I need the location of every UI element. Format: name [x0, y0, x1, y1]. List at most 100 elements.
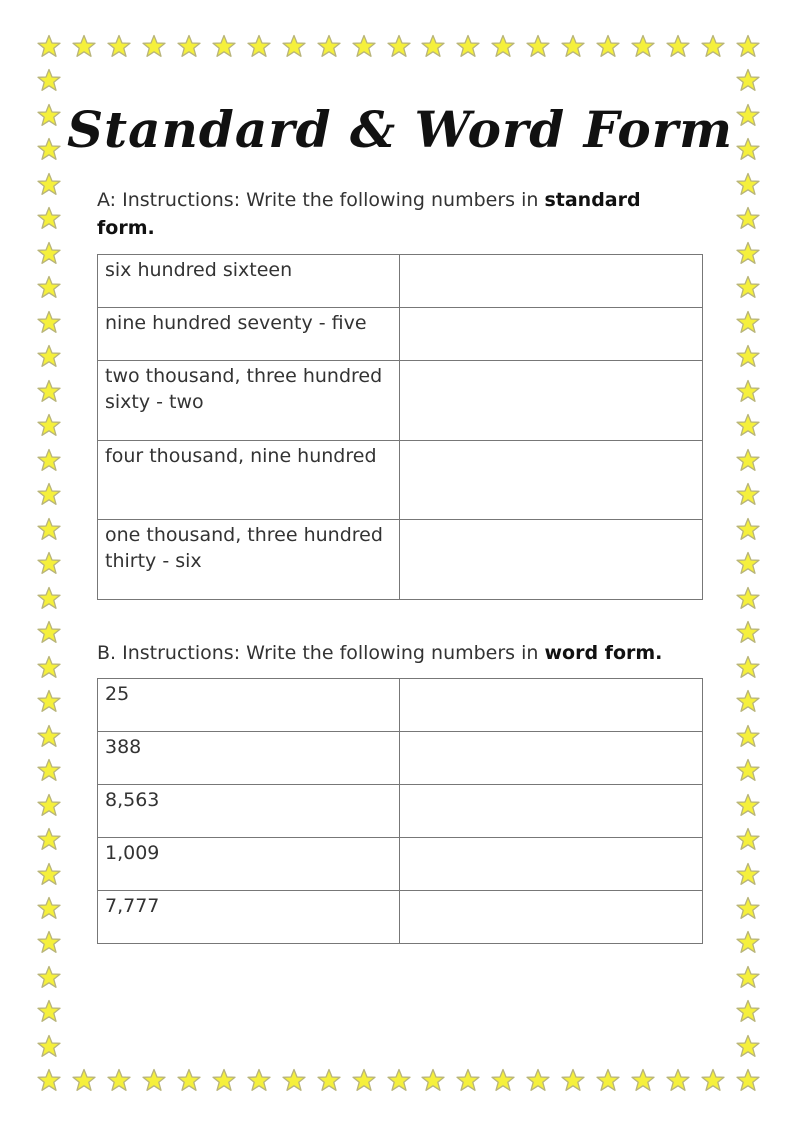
star-icon [107, 34, 131, 57]
instructions-text: B. Instructions: Write the following num… [97, 642, 545, 664]
star-icon [736, 931, 760, 954]
prompt-cell: 7,777 [97, 890, 400, 944]
table-row: two thousand, three hundred sixty - two [97, 360, 703, 441]
star-icon [736, 862, 760, 885]
prompt-cell: 388 [97, 731, 400, 785]
star-icon [736, 69, 760, 92]
star-icon [491, 1068, 515, 1091]
star-icon [142, 1068, 166, 1091]
star-icon [701, 34, 725, 57]
star-icon [736, 103, 760, 126]
star-icon [37, 138, 61, 161]
star-icon [37, 1000, 61, 1023]
star-icon [177, 34, 201, 57]
prompt-cell: 8,563 [97, 784, 400, 838]
star-icon [37, 931, 61, 954]
star-icon [37, 241, 61, 264]
page-title: Standard & Word Form [66, 100, 734, 159]
star-icon [736, 483, 760, 506]
answer-cell[interactable] [399, 519, 703, 600]
table-row: 388 [97, 731, 703, 785]
star-icon [107, 1068, 131, 1091]
star-icon [37, 827, 61, 850]
star-icon [37, 34, 61, 57]
star-icon [631, 34, 655, 57]
star-icon [37, 793, 61, 816]
star-icon [37, 965, 61, 988]
star-icon [281, 34, 306, 57]
star-icon [247, 34, 271, 57]
instructions-bold: word form. [544, 642, 663, 664]
star-icon [142, 34, 166, 57]
star-icon [37, 621, 61, 644]
prompt-cell: one thousand, three hundred thirty - six [97, 519, 400, 600]
star-icon [72, 34, 96, 57]
table-row: one thousand, three hundred thirty - six [97, 519, 703, 600]
instructions-bold: standard form. [97, 189, 641, 239]
section-a-table: six hundred sixteen nine hundred seventy … [97, 254, 703, 600]
star-icon [37, 310, 61, 333]
star-icon [212, 1068, 236, 1091]
star-icon [736, 621, 760, 644]
star-icon [421, 1068, 446, 1091]
star-icon [37, 1034, 61, 1057]
star-icon [736, 1034, 760, 1057]
prompt-cell: two thousand, three hundred sixty - two [97, 360, 400, 441]
star-icon [37, 207, 61, 230]
star-icon [37, 655, 61, 678]
answer-cell[interactable] [399, 307, 703, 361]
answer-cell[interactable] [399, 678, 703, 732]
star-icon [37, 379, 61, 402]
star-icon [736, 345, 760, 368]
star-icon [736, 414, 760, 437]
star-icon [666, 1068, 690, 1091]
section-a-instructions: A: Instructions: Write the following num… [97, 186, 697, 242]
star-icon [281, 1068, 306, 1091]
star-icon [37, 414, 61, 437]
answer-cell[interactable] [399, 784, 703, 838]
star-icon [456, 34, 481, 57]
answer-cell[interactable] [399, 360, 703, 441]
answer-cell[interactable] [399, 440, 703, 520]
star-icon [736, 34, 760, 57]
star-icon [736, 758, 760, 782]
star-icon [736, 448, 760, 471]
instructions-text: A: Instructions: Write the following num… [97, 189, 545, 211]
prompt-cell: six hundred sixteen [97, 254, 400, 308]
star-icon [177, 1068, 201, 1091]
star-icon [736, 586, 760, 609]
table-row: 7,777 [97, 890, 703, 944]
star-icon [386, 1068, 411, 1091]
star-icon [561, 34, 585, 57]
star-icon [72, 1068, 96, 1091]
star-icon [37, 69, 61, 92]
star-icon [491, 34, 515, 57]
star-icon [631, 1068, 655, 1091]
star-icon [736, 1000, 760, 1023]
star-icon [736, 276, 760, 299]
star-icon [37, 724, 61, 747]
star-icon [247, 1068, 271, 1091]
star-icon [736, 1068, 760, 1091]
star-icon [736, 827, 760, 850]
star-icon [386, 34, 411, 57]
prompt-cell: 1,009 [97, 837, 400, 891]
star-icon [212, 34, 236, 57]
section-b-table: 25 388 8,563 1,009 7,777 [97, 678, 703, 944]
star-icon [526, 1068, 550, 1091]
star-icon [701, 1068, 725, 1091]
star-icon [421, 34, 446, 57]
star-icon [736, 965, 760, 988]
answer-cell[interactable] [399, 837, 703, 891]
star-icon [37, 758, 61, 782]
star-icon [37, 862, 61, 885]
prompt-cell: 25 [97, 678, 400, 732]
answer-cell[interactable] [399, 731, 703, 785]
star-icon [736, 241, 760, 264]
star-icon [37, 483, 61, 506]
answer-cell[interactable] [399, 254, 703, 308]
star-icon [561, 1068, 585, 1091]
star-icon [736, 207, 760, 230]
star-icon [351, 1068, 376, 1091]
answer-cell[interactable] [399, 890, 703, 944]
